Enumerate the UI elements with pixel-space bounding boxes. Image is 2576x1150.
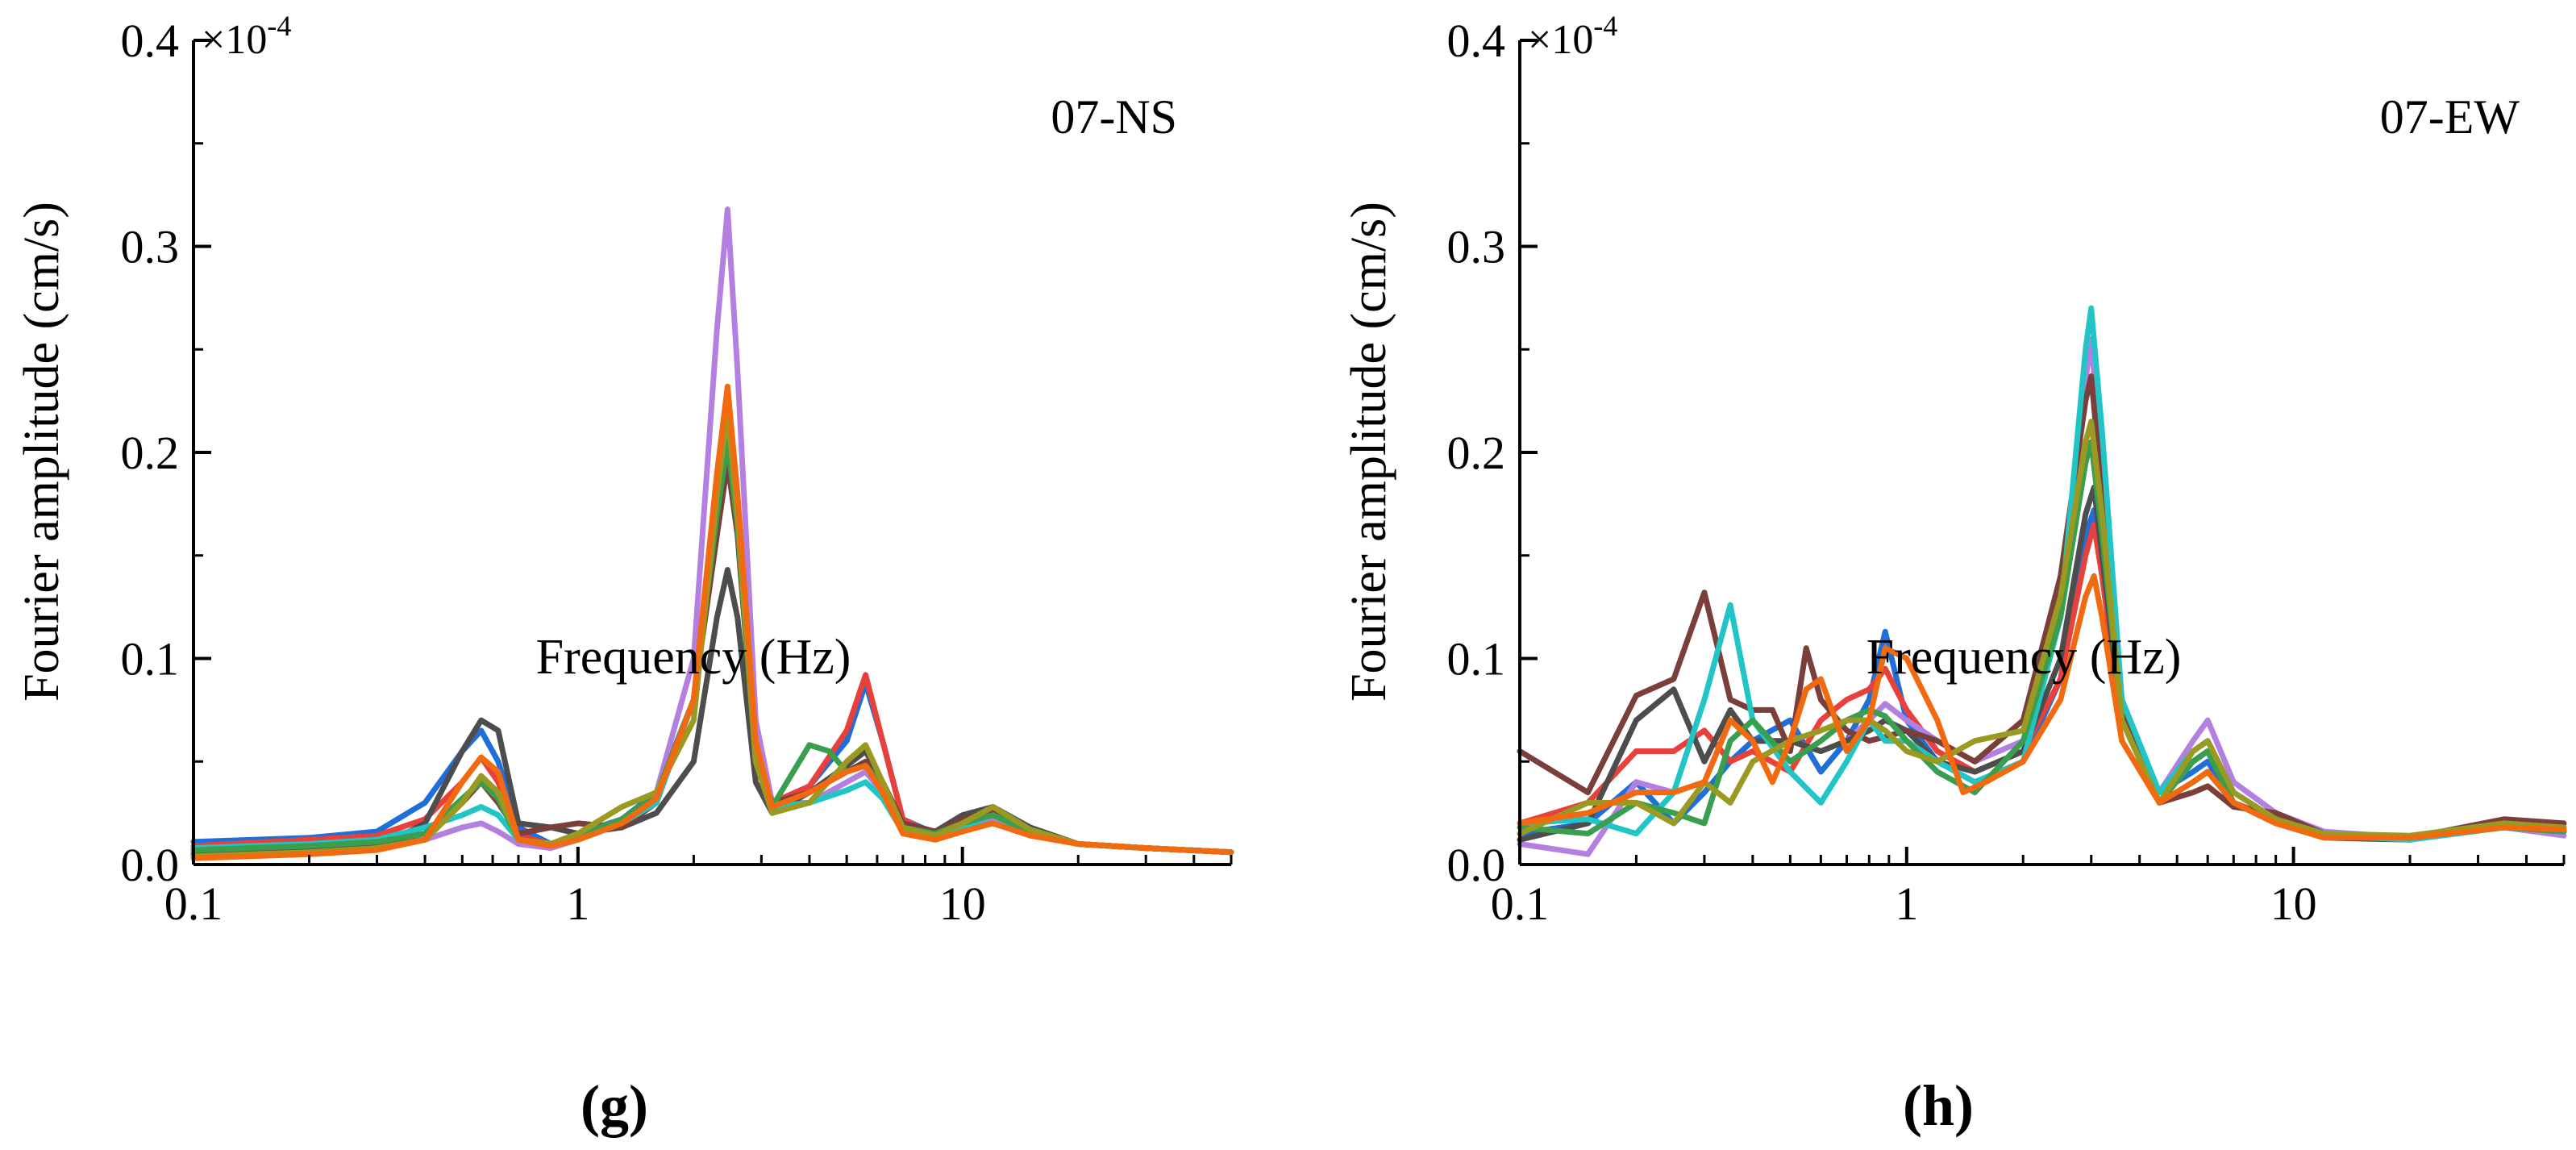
series-line-9 (1517, 573, 2567, 841)
y-tick-label: 0.3 (1447, 221, 1506, 273)
chart-panel-h: 0.00.10.20.30.40.1 1 10 ×10-4 07-EW Freque… (1342, 10, 2567, 930)
y-tick-label: 0.4 (1447, 15, 1506, 67)
plot-area: 0.00.10.20.30.40.1 1 10 (121, 15, 1234, 930)
y-multiplier: ×10-4 (202, 10, 291, 63)
x-tick-label: 0.1 (1491, 877, 1550, 930)
x-tick-label: 1 (1895, 877, 1918, 930)
y-tick-label: 0.1 (1447, 633, 1506, 685)
y-tick-label: 0.1 (121, 633, 180, 685)
y-multiplier: ×10-4 (1528, 10, 1617, 63)
y-tick-label: 0.4 (121, 15, 180, 67)
panel-label-h: (h) (1903, 1073, 1974, 1138)
x-tick-label: 10 (939, 877, 986, 930)
y-tick-label: 0.2 (1447, 427, 1506, 479)
y-axis-label: Fourier amplitude (cm/s) (1342, 202, 1396, 702)
plot-area: 0.00.10.20.30.40.1 1 10 (1447, 15, 2567, 930)
y-axis-label: Fourier amplitude (cm/s) (15, 202, 69, 702)
series-line-6 (1517, 305, 2567, 843)
x-axis-label: Frequency (Hz) (1866, 630, 2182, 685)
x-tick-label: 1 (566, 877, 589, 930)
y-tick-label: 0.3 (121, 221, 180, 273)
series-line-1 (190, 398, 1234, 856)
series-line-5 (1517, 373, 2567, 841)
series-line-9 (190, 383, 1234, 861)
x-axis-label: Frequency (Hz) (536, 630, 851, 685)
x-tick-label: 0.1 (164, 877, 223, 930)
x-tick-label: 10 (2270, 877, 2317, 930)
y-tick-label: 0.0 (121, 839, 180, 891)
series-line-8 (1517, 419, 2567, 839)
panel-label-g: (g) (581, 1073, 648, 1138)
series-line-2 (190, 387, 1234, 856)
chart-annotation: 07-EW (2380, 90, 2520, 144)
chart-annotation: 07-NS (1051, 90, 1177, 144)
y-tick-label: 0.2 (121, 427, 180, 479)
series-line-4 (190, 567, 1234, 860)
y-tick-label: 0.0 (1447, 839, 1506, 891)
chart-panel-g: 0.00.10.20.30.40.1 1 10 ×10-4 07-NS Freque… (15, 10, 1234, 930)
